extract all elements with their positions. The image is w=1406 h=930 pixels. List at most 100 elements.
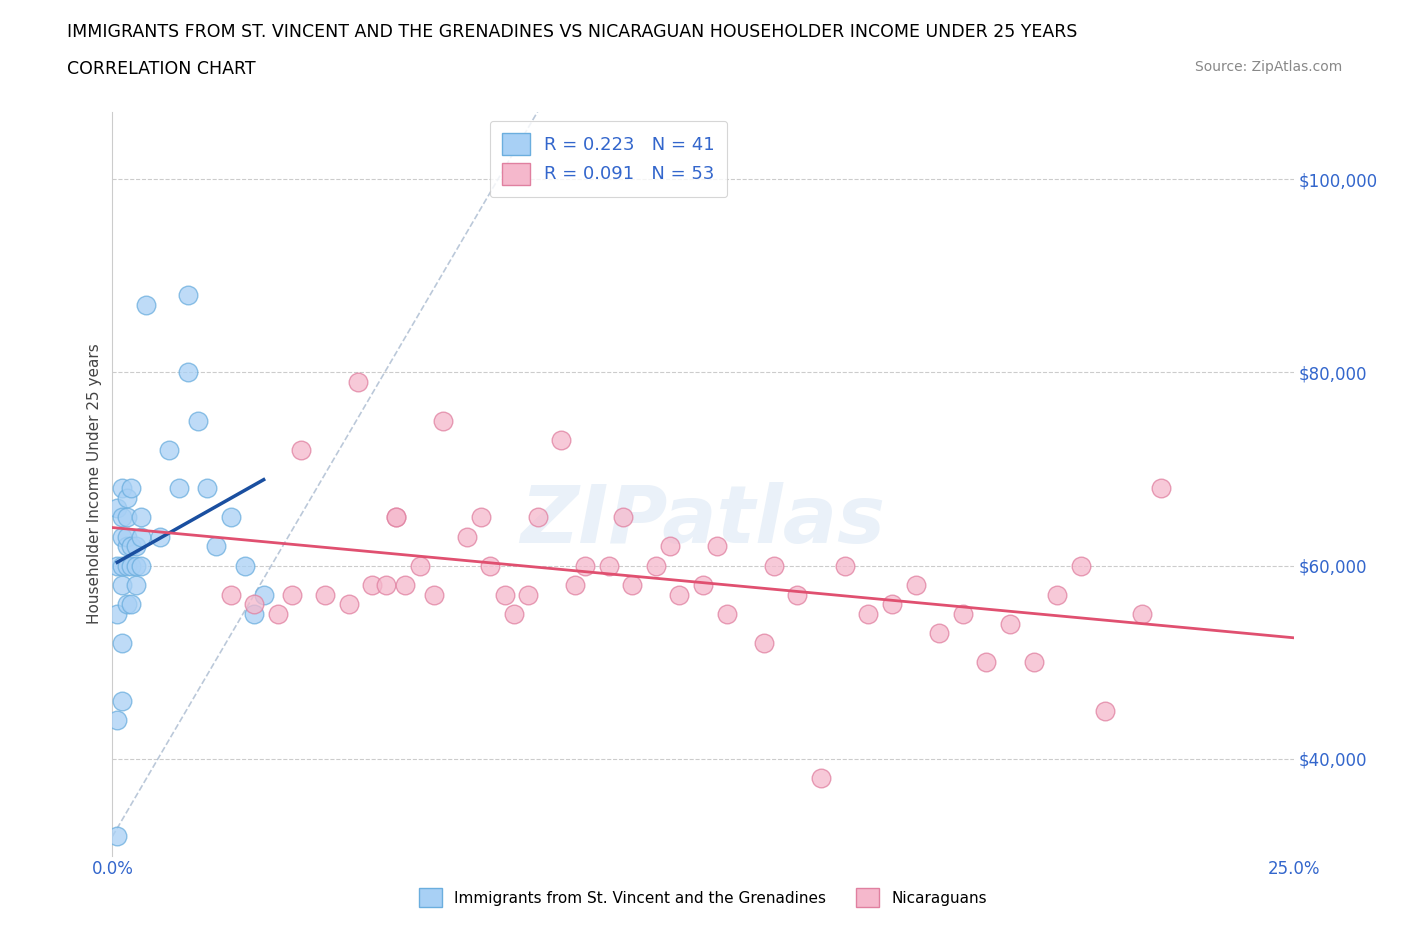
Point — [125, 558, 148, 573]
Point — [157, 443, 180, 458]
Point — [267, 606, 290, 621]
Point — [125, 539, 148, 554]
Point — [129, 558, 152, 573]
Point — [456, 529, 478, 544]
Point — [167, 481, 190, 496]
Point — [716, 606, 738, 621]
Point — [243, 606, 266, 621]
Point — [470, 510, 492, 525]
Point — [125, 578, 148, 592]
Point — [115, 539, 138, 554]
Point — [394, 578, 416, 592]
Point — [952, 606, 974, 621]
Point — [129, 510, 152, 525]
Point — [706, 539, 728, 554]
Point — [1130, 606, 1153, 621]
Point — [105, 713, 128, 728]
Point — [219, 510, 242, 525]
Text: CORRELATION CHART: CORRELATION CHART — [67, 60, 256, 78]
Point — [177, 365, 200, 380]
Point — [432, 413, 454, 428]
Point — [976, 655, 998, 670]
Point — [494, 587, 516, 602]
Point — [120, 558, 142, 573]
Point — [195, 481, 218, 496]
Point — [526, 510, 548, 525]
Point — [375, 578, 398, 592]
Point — [762, 558, 785, 573]
Point — [105, 500, 128, 515]
Point — [135, 298, 157, 312]
Point — [120, 481, 142, 496]
Legend: R = 0.223   N = 41, R = 0.091   N = 53: R = 0.223 N = 41, R = 0.091 N = 53 — [489, 121, 727, 197]
Point — [550, 432, 572, 447]
Point — [105, 558, 128, 573]
Point — [243, 597, 266, 612]
Point — [385, 510, 408, 525]
Point — [115, 510, 138, 525]
Point — [149, 529, 172, 544]
Point — [186, 413, 208, 428]
Point — [612, 510, 634, 525]
Point — [177, 287, 200, 302]
Point — [115, 597, 138, 612]
Point — [754, 635, 776, 650]
Point — [111, 694, 134, 709]
Point — [1094, 703, 1116, 718]
Y-axis label: Householder Income Under 25 years: Householder Income Under 25 years — [87, 343, 103, 624]
Point — [834, 558, 856, 573]
Point — [1022, 655, 1045, 670]
Point — [205, 539, 228, 554]
Point — [111, 510, 134, 525]
Point — [621, 578, 644, 592]
Point — [658, 539, 681, 554]
Point — [115, 529, 138, 544]
Point — [111, 635, 134, 650]
Point — [644, 558, 666, 573]
Point — [786, 587, 808, 602]
Point — [347, 375, 370, 390]
Point — [105, 829, 128, 844]
Point — [1070, 558, 1092, 573]
Point — [880, 597, 903, 612]
Point — [129, 529, 152, 544]
Point — [253, 587, 276, 602]
Point — [668, 587, 690, 602]
Point — [111, 481, 134, 496]
Text: Source: ZipAtlas.com: Source: ZipAtlas.com — [1195, 60, 1343, 74]
Point — [111, 558, 134, 573]
Point — [115, 491, 138, 506]
Text: IMMIGRANTS FROM ST. VINCENT AND THE GRENADINES VS NICARAGUAN HOUSEHOLDER INCOME : IMMIGRANTS FROM ST. VINCENT AND THE GREN… — [67, 23, 1078, 41]
Point — [105, 606, 128, 621]
Point — [281, 587, 304, 602]
Point — [408, 558, 430, 573]
Point — [120, 597, 142, 612]
Point — [1046, 587, 1069, 602]
Point — [503, 606, 526, 621]
Point — [385, 510, 408, 525]
Point — [290, 443, 312, 458]
Point — [120, 539, 142, 554]
Point — [810, 771, 832, 786]
Point — [692, 578, 714, 592]
Point — [111, 578, 134, 592]
Point — [314, 587, 336, 602]
Legend: Immigrants from St. Vincent and the Grenadines, Nicaraguans: Immigrants from St. Vincent and the Gren… — [412, 883, 994, 913]
Point — [574, 558, 596, 573]
Point — [1150, 481, 1173, 496]
Point — [219, 587, 242, 602]
Point — [337, 597, 360, 612]
Point — [928, 626, 950, 641]
Point — [564, 578, 586, 592]
Text: ZIPatlas: ZIPatlas — [520, 482, 886, 560]
Point — [422, 587, 444, 602]
Point — [598, 558, 620, 573]
Point — [115, 558, 138, 573]
Point — [998, 617, 1021, 631]
Point — [517, 587, 540, 602]
Point — [479, 558, 502, 573]
Point — [361, 578, 384, 592]
Point — [111, 529, 134, 544]
Point — [858, 606, 880, 621]
Point — [233, 558, 256, 573]
